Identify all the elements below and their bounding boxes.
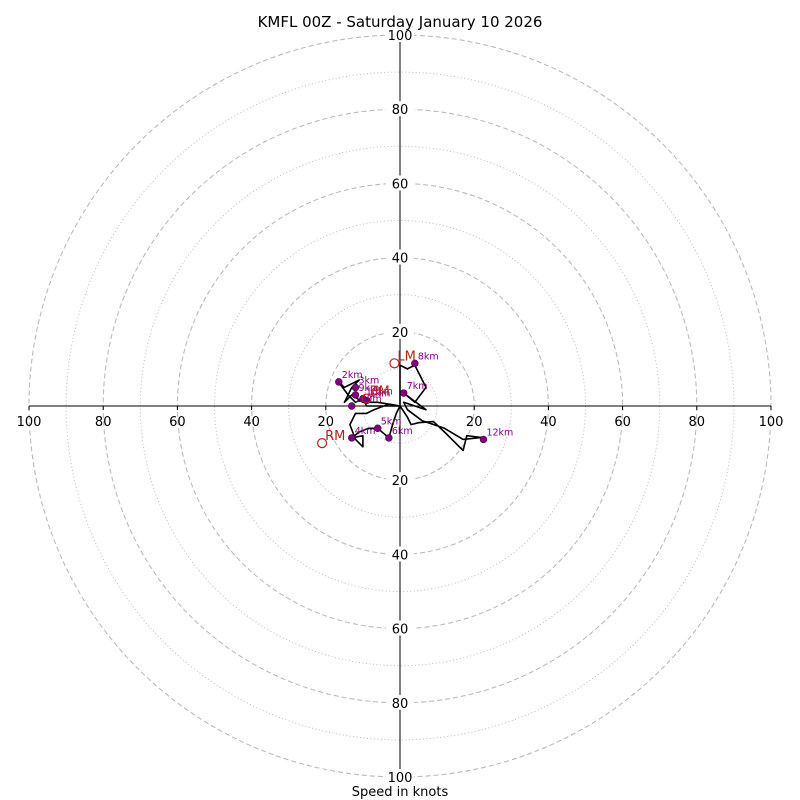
x-tick-label-neg-80: 80 bbox=[95, 415, 112, 430]
storm-motion-markers: LM RM BM bbox=[316, 349, 416, 449]
height-label-6km: 6km bbox=[392, 426, 413, 437]
x-tick-label-pos-100: 100 bbox=[759, 415, 784, 430]
y-tick-bg-neg-80 bbox=[386, 694, 414, 710]
chart-title: KMFL 00Z - Saturday January 10 2026 bbox=[258, 13, 543, 31]
x-tick-label-neg-60: 60 bbox=[169, 415, 186, 430]
height-label-12km: 12km bbox=[486, 427, 513, 438]
x-tick-label-pos-80: 80 bbox=[689, 415, 706, 430]
y-tick-label-pos-100: 100 bbox=[388, 29, 413, 44]
motion-marker-rm bbox=[316, 438, 328, 449]
y-tick-bg-neg-40 bbox=[386, 546, 414, 562]
y-tick-label-pos-60: 60 bbox=[392, 177, 409, 192]
y-tick-bg-pos-80 bbox=[386, 101, 414, 117]
y-tick-bg-neg-20 bbox=[386, 472, 414, 488]
motion-marker-lm bbox=[389, 358, 400, 369]
y-tick-bg-pos-100 bbox=[386, 27, 414, 42]
height-point-12km bbox=[479, 435, 488, 444]
motion-marker-bm bbox=[361, 393, 372, 404]
motion-label-rm: RM bbox=[325, 429, 345, 444]
x-tick-label-pos-60: 60 bbox=[614, 415, 631, 430]
height-label-7km: 7km bbox=[407, 381, 428, 392]
y-tick-label-neg-80: 80 bbox=[392, 697, 409, 712]
x-tick-label-neg-40: 40 bbox=[243, 415, 260, 430]
height-label-1km: 1km bbox=[370, 388, 391, 399]
height-label-5km: 5km bbox=[381, 416, 402, 427]
height-label-3km: 3km bbox=[358, 375, 379, 386]
height-label-4km: 4km bbox=[355, 426, 376, 437]
height-point-8km bbox=[411, 359, 419, 368]
x-tick-label-pos-20: 20 bbox=[466, 415, 483, 430]
height-point-4km bbox=[348, 434, 356, 442]
y-tick-bg-pos-60 bbox=[386, 175, 414, 191]
y-tick-bg-pos-20 bbox=[386, 323, 414, 339]
x-axis-label: Speed in knots bbox=[352, 785, 449, 800]
height-point-5km bbox=[374, 424, 382, 432]
height-point-6km bbox=[385, 434, 393, 442]
motion-label-lm: LM bbox=[397, 349, 415, 364]
y-tick-label-neg-100: 100 bbox=[388, 771, 413, 786]
height-point-2km bbox=[335, 378, 343, 386]
y-tick-bg-neg-60 bbox=[386, 620, 414, 636]
y-tick-bg-pos-40 bbox=[386, 249, 414, 265]
y-tick-label-neg-60: 60 bbox=[392, 623, 409, 638]
y-tick-label-neg-40: 40 bbox=[392, 548, 409, 563]
y-tick-bg-neg-100 bbox=[386, 769, 414, 784]
height-label-2km: 2km bbox=[342, 370, 363, 381]
height-point-3km bbox=[351, 383, 360, 392]
y-tick-label-pos-20: 20 bbox=[392, 326, 409, 341]
height-label-8km: 8km bbox=[418, 351, 439, 362]
y-tick-label-pos-80: 80 bbox=[392, 103, 409, 118]
height-label-10km: 10km bbox=[366, 387, 393, 398]
height-label-9km: 9km bbox=[358, 383, 379, 394]
x-tick-label-neg-100: 100 bbox=[17, 415, 42, 430]
y-tick-label-pos-40: 40 bbox=[392, 252, 409, 267]
x-tick-label-neg-20: 20 bbox=[318, 415, 335, 430]
tick-labels: 20 20 20 20 40 40 40 40 60 60 60 60 80 80 80 80 100 100 10… bbox=[17, 27, 784, 786]
y-tick-label-neg-20: 20 bbox=[392, 474, 409, 489]
height-point-7km bbox=[400, 389, 408, 397]
x-tick-label-pos-40: 40 bbox=[540, 415, 557, 430]
height-point-9km bbox=[351, 391, 360, 399]
motion-label-bm: BM bbox=[370, 385, 390, 400]
height-label-11km: 11km bbox=[355, 394, 382, 405]
height-point-11km bbox=[348, 402, 356, 410]
